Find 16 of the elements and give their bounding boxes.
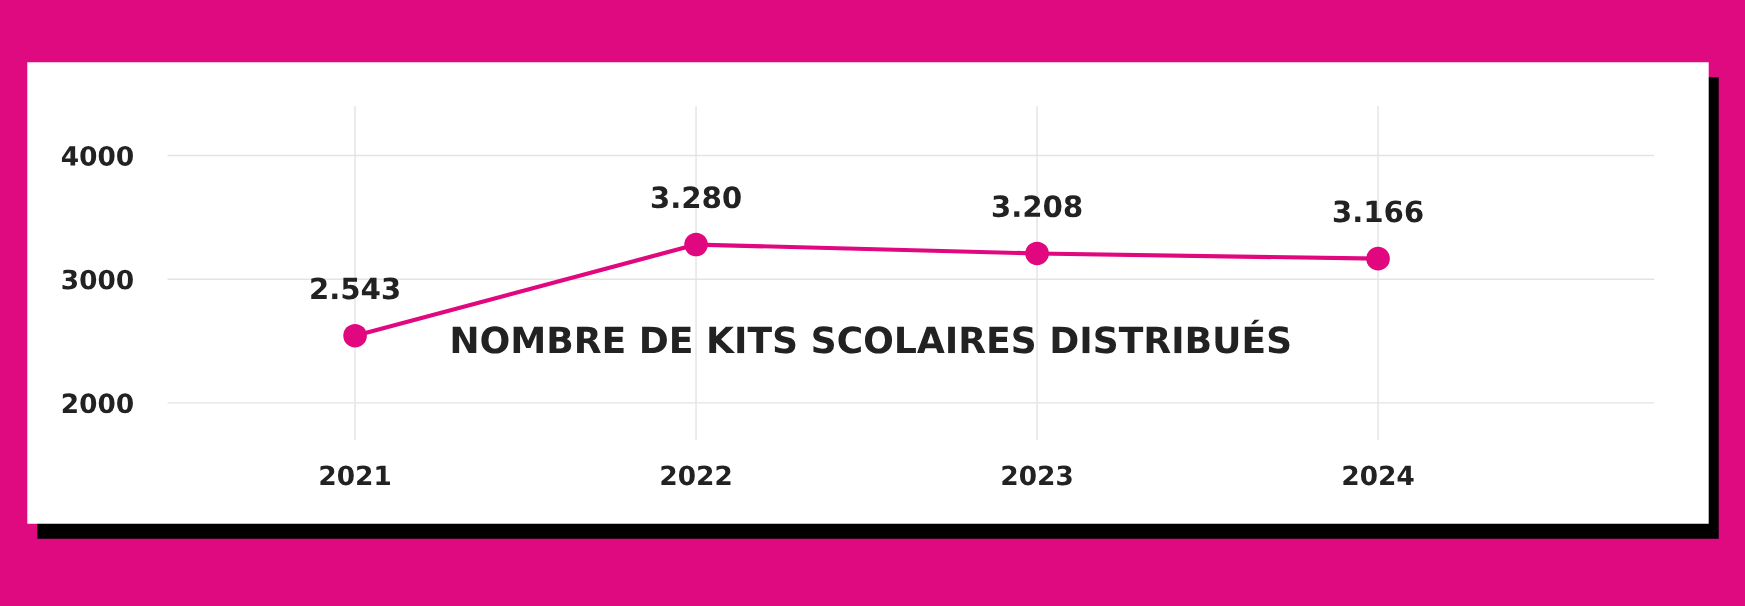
point bbox=[1366, 246, 1390, 271]
y-tick-label: 4000 bbox=[61, 145, 133, 166]
text: NOMBRE DE KITS SCOLAIRES DISTRIBUÉS bbox=[452, 319, 1290, 354]
point bbox=[1025, 241, 1049, 266]
y-tick-label: 2000 bbox=[62, 393, 133, 414]
point bbox=[684, 232, 708, 257]
x-tick-label: 2022 bbox=[661, 465, 731, 486]
x-tick-label: 2023 bbox=[1002, 465, 1072, 486]
data-label: 2.543 bbox=[311, 277, 399, 300]
point bbox=[343, 323, 367, 348]
y-tick-label: 3000 bbox=[62, 269, 133, 290]
data-label: 3.208 bbox=[992, 195, 1082, 218]
x-tick-label: 2021 bbox=[320, 465, 390, 486]
x-tick-label: 2024 bbox=[1343, 465, 1414, 486]
data-label: 3.166 bbox=[1333, 200, 1423, 223]
data-label: 3.280 bbox=[651, 186, 741, 209]
